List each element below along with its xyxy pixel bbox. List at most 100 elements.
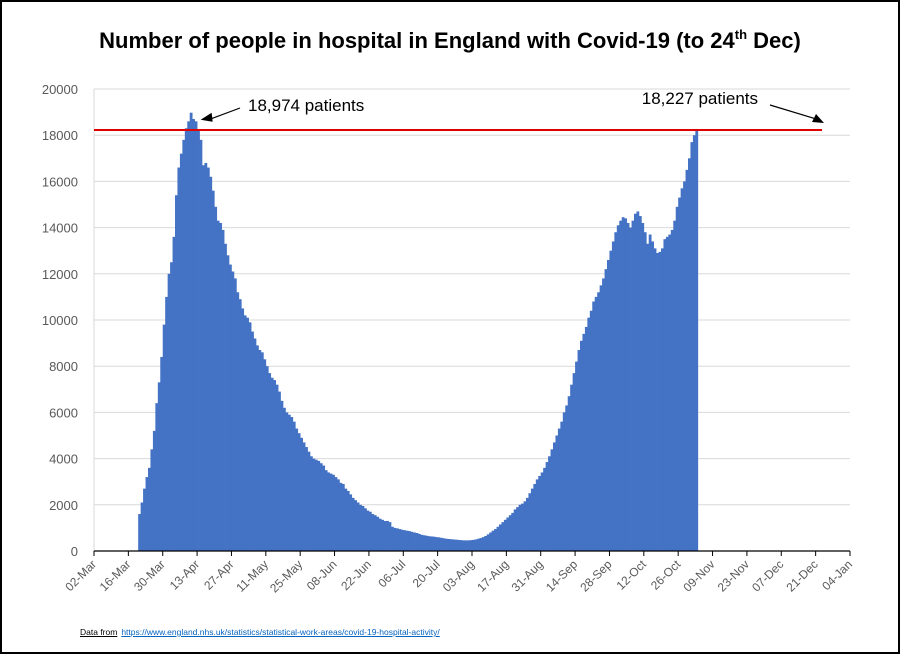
bar: [604, 269, 608, 551]
bar: [386, 520, 389, 551]
bar: [602, 278, 605, 551]
bar: [395, 528, 399, 551]
x-tick-label: 11-May: [233, 557, 271, 595]
bar: [327, 472, 330, 551]
source-link[interactable]: https://www.england.nhs.uk/statistics/st…: [121, 627, 440, 637]
bar: [364, 508, 367, 551]
bar: [494, 529, 497, 551]
bar: [501, 522, 505, 552]
bar: [481, 537, 485, 551]
bar: [319, 463, 323, 551]
chart-title-main: Number of people in hospital in England …: [99, 28, 735, 53]
bar: [253, 338, 257, 551]
bar: [457, 539, 461, 551]
bar: [179, 153, 183, 551]
bar: [589, 310, 593, 551]
y-tick-label: 14000: [42, 221, 78, 236]
bar: [680, 188, 684, 551]
bar: [548, 456, 551, 551]
bar: [670, 229, 674, 551]
bar: [152, 430, 156, 551]
x-tick-label: 22-Jun: [338, 557, 374, 593]
bar: [278, 391, 281, 551]
bar: [238, 299, 242, 551]
y-tick-label: 16000: [42, 174, 78, 189]
bar: [521, 503, 524, 551]
bar: [172, 236, 176, 551]
bar: [545, 462, 549, 551]
annotation-arrowhead: [200, 112, 213, 122]
bar: [629, 227, 632, 551]
bar: [224, 243, 227, 551]
bar: [194, 121, 198, 551]
bar: [251, 331, 254, 551]
bar: [143, 488, 146, 551]
bar: [226, 255, 230, 551]
bar: [543, 467, 546, 551]
bar: [290, 417, 294, 551]
bar: [619, 220, 623, 552]
bar: [243, 315, 247, 551]
bar: [241, 308, 245, 551]
bar: [170, 262, 173, 551]
bar: [575, 361, 578, 551]
bar: [535, 479, 539, 551]
bar: [643, 232, 647, 551]
x-tick-label: 23-Nov: [715, 557, 752, 594]
bar: [273, 380, 276, 551]
bar: [469, 540, 473, 551]
bar: [300, 437, 303, 551]
chart-title: Number of people in hospital in England …: [0, 27, 900, 54]
bar: [305, 447, 308, 551]
bar: [295, 428, 299, 551]
bar: [236, 292, 240, 551]
bar: [216, 220, 220, 552]
x-tick-label: 03-Aug: [440, 557, 477, 594]
bar: [560, 421, 564, 551]
bar: [656, 253, 659, 551]
bar: [260, 352, 264, 551]
bar: [582, 333, 586, 551]
bar: [351, 497, 355, 551]
bar: [476, 538, 480, 551]
bar: [437, 537, 441, 551]
bar: [553, 442, 556, 551]
bar: [616, 225, 620, 552]
bar: [567, 396, 571, 551]
y-tick-label: 0: [71, 544, 78, 559]
bar: [442, 538, 446, 551]
bar: [491, 530, 495, 551]
y-tick-label: 12000: [42, 267, 78, 282]
bar: [523, 501, 527, 551]
x-tick-label: 28-Sep: [577, 557, 614, 594]
annotation-label-peak1: 18,974 patients: [248, 96, 364, 115]
bar: [371, 514, 375, 551]
y-tick-label: 4000: [49, 452, 78, 467]
bar: [624, 218, 627, 552]
y-tick-label: 18000: [42, 128, 78, 143]
bar: [499, 524, 502, 551]
x-tick-label: 12-Oct: [614, 557, 650, 593]
bar: [467, 540, 470, 551]
bar: [189, 112, 193, 551]
x-tick-label: 21-Dec: [784, 557, 821, 594]
annotation-arrow: [208, 107, 241, 121]
bar: [562, 412, 566, 551]
bar: [334, 477, 338, 551]
bar: [373, 515, 377, 551]
bar: [329, 473, 333, 551]
bar: [138, 514, 141, 551]
chart-title-sup: th: [734, 27, 748, 42]
x-tick-label: 08-Jun: [304, 557, 340, 593]
bar: [538, 475, 542, 551]
bar: [184, 128, 188, 551]
bar: [518, 504, 522, 551]
bar: [587, 317, 591, 551]
bar: [675, 206, 679, 551]
chart-title-end: Dec): [747, 28, 801, 53]
x-tick-label: 27-Apr: [201, 557, 236, 592]
bar: [584, 326, 588, 551]
bar: [695, 129, 699, 551]
bar: [155, 403, 159, 551]
bar: [332, 474, 335, 551]
